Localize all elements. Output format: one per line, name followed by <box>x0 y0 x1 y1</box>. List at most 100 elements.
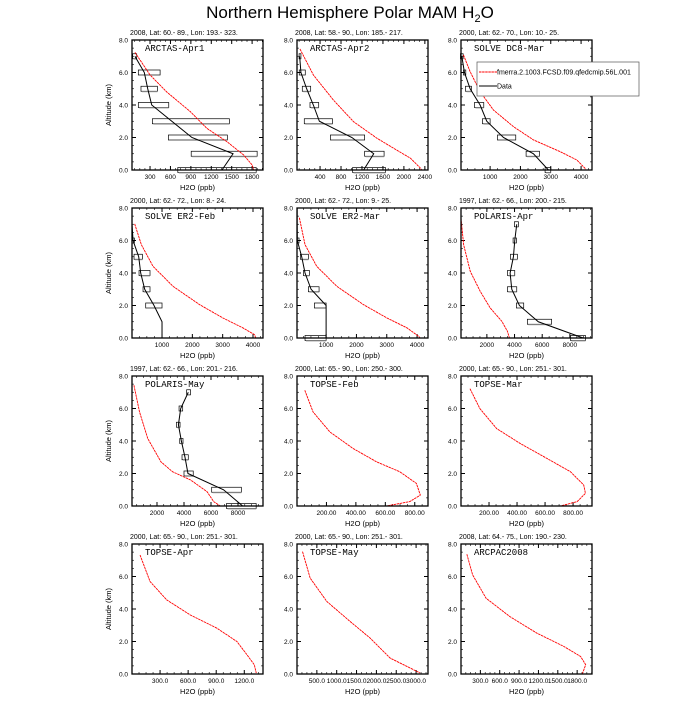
panel-title: POLARIS-Apr <box>474 212 533 222</box>
x-tick-label: 2000 <box>397 174 412 181</box>
y-tick-label: 8.0 <box>448 205 457 212</box>
x-tick-label: 400.00 <box>346 510 366 517</box>
panel-9: 2000, Lat: 65.- 90., Lon: 251.- 301. 0.0 2… <box>448 366 593 528</box>
figure-title-main: Northern Hemisphere Polar MAM H <box>206 3 474 22</box>
y-tick-label: 4.0 <box>448 270 457 277</box>
panel-2: 2008, Lat: 58.- 90., Lon: 185.- 217. 0.0 2… <box>284 30 433 192</box>
y-tick-label: 2.0 <box>448 135 457 142</box>
panel-subtitle: 2000, Lat: 65.- 90., Lon: 251.- 301. <box>459 366 567 373</box>
y-tick-label: 0.0 <box>284 335 293 342</box>
plot-frame <box>296 207 429 339</box>
panel-title: TOPSE-Feb <box>310 380 359 390</box>
y-tick-label: 8.0 <box>284 205 293 212</box>
x-tick-label: 2500.0 <box>386 678 406 685</box>
data-line <box>131 208 163 338</box>
panel-title: ARCTAS-Apr2 <box>310 44 369 54</box>
figure-title-subscript: 2 <box>474 13 480 25</box>
model-line <box>298 217 421 339</box>
y-tick-label: 8.0 <box>119 205 128 212</box>
x-tick-label: 8000 <box>563 342 578 349</box>
x-tick-label: 500.0 <box>309 678 326 685</box>
plot-frame <box>131 543 264 675</box>
range-box <box>507 270 516 276</box>
model-line <box>463 54 586 171</box>
x-axis-label: H2O (ppb) <box>345 687 381 696</box>
y-tick-label: 0.0 <box>284 167 293 174</box>
panel-subtitle: 2008, Lat: 60.- 89., Lon: 193.- 323. <box>130 30 238 37</box>
y-tick-label: 4.0 <box>448 102 457 109</box>
x-tick-label: 200.00 <box>316 510 336 517</box>
panel-subtitle: 2000, Lat: 65.- 90., Lon: 251.- 301. <box>295 534 403 541</box>
y-tick-label: 2.0 <box>119 303 128 310</box>
y-tick-label: 6.0 <box>119 70 128 77</box>
y-tick-label: 6.0 <box>448 406 457 413</box>
x-tick-label: 3000 <box>380 342 395 349</box>
x-tick-label: 8000 <box>231 510 246 517</box>
y-axis-label: Altitude (km) <box>104 587 113 630</box>
y-tick-label: 0.0 <box>284 671 293 678</box>
legend: fmerra.2.1003.FCSD.f09.qfedcmip.56L.001 D… <box>476 61 640 97</box>
model-line <box>134 223 257 339</box>
x-tick-label: 300 <box>145 174 156 181</box>
x-axis-label: H2O (ppb) <box>345 351 381 360</box>
y-tick-label: 6.0 <box>448 238 457 245</box>
x-tick-label: 4000 <box>246 342 261 349</box>
panel-10: 2000, Lat: 65.- 90., Lon: 251.- 301. 0.0 2… <box>104 534 264 696</box>
model-line <box>133 385 221 507</box>
x-axis-label: H2O (ppb) <box>180 687 216 696</box>
y-tick-label: 2.0 <box>284 303 293 310</box>
x-tick-label: 800.00 <box>563 510 583 517</box>
plot-frame <box>296 39 429 171</box>
data-line <box>177 392 243 507</box>
y-tick-label: 4.0 <box>284 270 293 277</box>
y-tick-label: 2.0 <box>448 639 457 646</box>
y-tick-label: 2.0 <box>119 135 128 142</box>
y-tick-label: 6.0 <box>448 574 457 581</box>
panel-subtitle: 2008, Lat: 58.- 90., Lon: 185.- 217. <box>295 30 403 37</box>
y-axis-label: Altitude (km) <box>104 83 113 126</box>
x-tick-label: 1800 <box>245 174 260 181</box>
panel-title: ARCPAC2008 <box>474 548 528 558</box>
x-axis-label: H2O (ppb) <box>509 351 545 360</box>
panel-title: TOPSE-Mar <box>474 380 523 390</box>
y-tick-label: 2.0 <box>284 135 293 142</box>
x-tick-label: 900.0 <box>511 678 528 685</box>
model-line <box>139 554 257 674</box>
x-axis-label: H2O (ppb) <box>180 519 216 528</box>
x-tick-label: 4000 <box>177 510 192 517</box>
y-tick-label: 0.0 <box>448 335 457 342</box>
y-tick-label: 8.0 <box>284 541 293 548</box>
y-tick-label: 8.0 <box>448 373 457 380</box>
y-tick-label: 8.0 <box>119 373 128 380</box>
panel-3: 2000, Lat: 62.- 70., Lon: 10.- 25. 0.0 2.0… <box>448 30 640 192</box>
range-box <box>364 150 385 157</box>
x-tick-label: 3000 <box>544 174 559 181</box>
x-tick-label: 4000 <box>410 342 425 349</box>
x-tick-label: 800 <box>336 174 347 181</box>
panel-title: TOPSE-Apr <box>145 548 194 558</box>
x-tick-label: 600.0 <box>180 678 197 685</box>
x-tick-label: 4000 <box>507 342 522 349</box>
panel-subtitle: 1997, Lat: 62.- 66., Lon: 200.- 215. <box>459 198 567 205</box>
y-tick-label: 4.0 <box>284 438 293 445</box>
x-tick-label: 1200 <box>355 174 370 181</box>
y-tick-label: 8.0 <box>119 37 128 44</box>
y-tick-label: 6.0 <box>284 70 293 77</box>
panel-8: 2000, Lat: 65.- 90., Lon: 250.- 300. 0.0 2… <box>284 366 429 528</box>
y-axis-label: Altitude (km) <box>104 419 113 462</box>
y-tick-label: 6.0 <box>119 406 128 413</box>
y-tick-label: 4.0 <box>119 606 128 613</box>
y-tick-label: 0.0 <box>448 671 457 678</box>
y-tick-label: 2.0 <box>284 639 293 646</box>
panel-subtitle: 1997, Lat: 62.- 66., Lon: 201.- 216. <box>130 366 238 373</box>
model-line <box>469 388 586 507</box>
data-line <box>509 224 584 339</box>
y-tick-label: 4.0 <box>284 102 293 109</box>
y-axis-label: Altitude (km) <box>104 251 113 294</box>
x-tick-label: 1000 <box>155 342 170 349</box>
y-tick-label: 8.0 <box>448 37 457 44</box>
legend-box <box>476 61 640 97</box>
x-tick-label: 300.0 <box>472 678 489 685</box>
plot-frame <box>131 375 264 507</box>
